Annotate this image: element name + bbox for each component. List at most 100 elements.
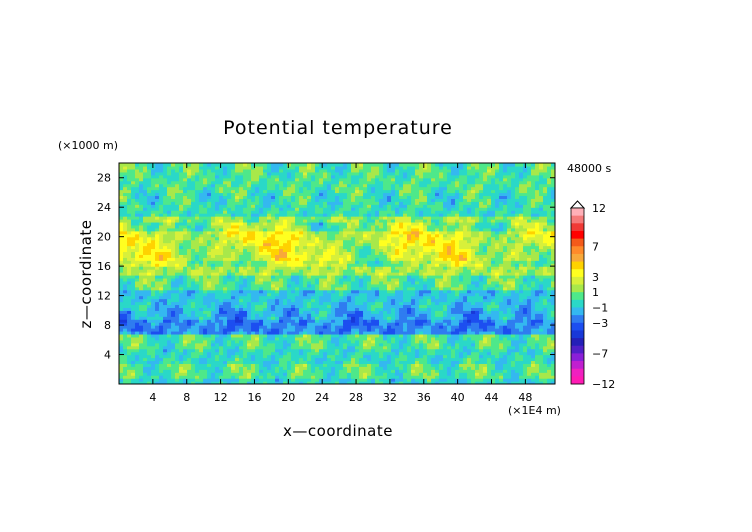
heat-cell <box>327 348 332 353</box>
heat-cell <box>503 260 508 264</box>
heat-cell <box>355 286 360 291</box>
heat-cell <box>163 333 168 338</box>
heat-cell <box>539 283 544 288</box>
heat-cell <box>391 336 396 341</box>
heat-cell <box>215 325 220 329</box>
heat-cell <box>515 292 520 297</box>
heat-cell <box>467 348 472 353</box>
heat-cell <box>391 378 396 382</box>
heat-cell <box>171 313 176 317</box>
heat-cell <box>123 351 128 356</box>
heat-cell <box>367 381 372 384</box>
heat-cell <box>179 274 184 279</box>
heat-cell <box>331 357 336 362</box>
heat-cell <box>435 328 440 332</box>
heat-cell <box>247 319 252 323</box>
heat-cell <box>251 357 256 362</box>
heat-cell <box>223 342 228 347</box>
heat-cell <box>291 283 296 288</box>
heat-cell <box>531 354 536 359</box>
heat-cell <box>431 333 436 338</box>
heat-cell <box>503 328 508 332</box>
heat-cell <box>375 357 380 362</box>
heat-cell <box>159 354 164 359</box>
heat-cell <box>363 277 368 282</box>
heat-cell <box>243 263 248 267</box>
heat-cell <box>531 366 536 370</box>
heat-cell <box>143 328 148 332</box>
heat-cell <box>443 375 448 379</box>
heat-cell <box>463 283 468 288</box>
heat-cell <box>231 292 236 297</box>
heat-cell <box>519 307 524 311</box>
heat-cell <box>519 292 524 297</box>
heat-cell <box>163 357 168 362</box>
heat-cell <box>179 325 184 329</box>
heat-cell <box>519 345 524 350</box>
heat-cell <box>491 272 496 276</box>
heat-cell <box>511 363 516 367</box>
heat-cell <box>127 266 132 270</box>
heat-cell <box>263 269 268 273</box>
heat-cell <box>463 360 468 364</box>
heat-cell <box>123 298 128 303</box>
heat-cell <box>355 248 360 252</box>
heat-cell <box>163 248 168 252</box>
heat-cell <box>243 295 248 300</box>
heat-cell <box>139 257 144 261</box>
heat-cell <box>415 378 420 382</box>
heat-cell <box>335 328 340 332</box>
heat-cell <box>523 313 528 317</box>
heat-cell <box>523 260 528 264</box>
heat-cell <box>451 274 456 279</box>
heat-cell <box>331 295 336 300</box>
heat-cell <box>267 363 272 367</box>
heat-cell <box>159 298 164 303</box>
heat-cell <box>263 378 268 382</box>
heat-cell <box>223 266 228 270</box>
heat-cell <box>195 330 200 335</box>
heat-cell <box>223 289 228 294</box>
heat-cell <box>319 274 324 279</box>
heat-cell <box>347 307 352 311</box>
heat-cell <box>367 328 372 332</box>
heat-cell <box>415 263 420 267</box>
heat-cell <box>259 313 264 317</box>
heat-cell <box>471 266 476 270</box>
heat-cell <box>487 375 492 379</box>
heat-cell <box>291 328 296 332</box>
heat-cell <box>327 378 332 382</box>
heat-cell <box>371 313 376 317</box>
heat-cell <box>235 263 240 267</box>
heat-cell <box>439 295 444 300</box>
heat-cell <box>335 372 340 376</box>
heat-cell <box>247 372 252 376</box>
heat-cell <box>475 378 480 382</box>
heat-cell <box>339 301 344 306</box>
heat-cell <box>419 330 424 335</box>
heat-cell <box>195 295 200 300</box>
heat-cell <box>167 330 172 335</box>
heat-cell <box>355 328 360 332</box>
heat-cell <box>179 316 184 320</box>
heat-cell <box>311 307 316 311</box>
heat-cell <box>175 283 180 288</box>
heat-cell <box>215 316 220 320</box>
heat-cell <box>463 313 468 317</box>
heat-cell <box>363 280 368 285</box>
heat-cell <box>363 251 368 255</box>
heat-cell <box>347 269 352 273</box>
heat-cell <box>239 274 244 279</box>
heat-cell <box>423 263 428 267</box>
heat-cell <box>227 277 232 282</box>
heat-cell <box>543 289 548 294</box>
heat-cell <box>287 301 292 306</box>
heat-cell <box>319 295 324 300</box>
heat-cell <box>507 263 512 267</box>
heat-cell <box>535 336 540 341</box>
heat-cell <box>251 283 256 288</box>
heat-cell <box>523 342 528 347</box>
heat-cell <box>443 351 448 356</box>
heat-cell <box>351 316 356 320</box>
heat-cell <box>391 339 396 344</box>
